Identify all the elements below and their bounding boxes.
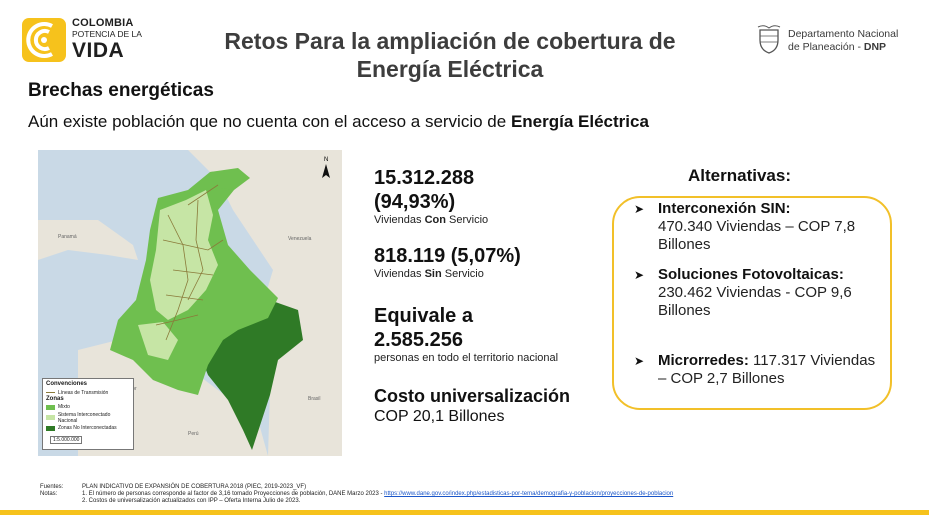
stat-with-service-value-1: 15.312.288: [374, 167, 475, 189]
transmission-lines: [155, 184, 224, 341]
lead-text-bold: Energía Eléctrica: [510, 112, 649, 131]
stat-people-line-2: 2.585.256: [374, 329, 463, 351]
stat-without-service-value: 818.119 (5,07%): [374, 245, 521, 267]
note-1: 1. El número de personas corresponde al …: [82, 491, 673, 499]
page-title-line-1: Retos Para la ampliación de cobertura de: [224, 28, 676, 54]
legend-line-label: Líneas de Transmisión: [58, 389, 109, 396]
arrow-bullet-icon: ➤: [634, 202, 645, 216]
legend-swatch-mixto: [46, 404, 55, 410]
note-2: 2. Costos de universalización actualizad…: [82, 498, 301, 504]
bottom-accent-bar: [0, 510, 929, 515]
logo-line-2: POTENCIA DE LA: [72, 29, 142, 39]
country-label-peru: Perú: [188, 431, 199, 437]
caption-bold: Sin: [424, 268, 442, 280]
dnp-text: Departamento Nacional de Planeación - DN…: [788, 28, 898, 53]
country-label-brasil: Brasil: [308, 396, 321, 402]
stat-cost-value: COP 20,1 Billones: [374, 407, 505, 425]
legend-swatch-zni: [46, 425, 55, 431]
stat-cost-label: Costo universalización: [374, 386, 571, 406]
alternative-item-bold: Interconexión SIN:: [658, 200, 791, 217]
alternative-item-microrredes: ➤ Microrredes: 117.317 Viviendas – COP 2…: [634, 352, 880, 388]
stat-without-service-caption: Viviendas Sin Servicio: [374, 268, 521, 280]
alternative-item-interconexion: ➤ Interconexión SIN: 470.340 Viviendas –…: [634, 200, 880, 254]
alternative-item-text: 230.462 Viviendas - COP 9,6 Billones: [658, 284, 852, 319]
alternative-item-bold: Soluciones Fotovoltaicas:: [658, 266, 844, 283]
dnp-logo: Departamento Nacional de Planeación - DN…: [756, 24, 916, 58]
arrow-bullet-icon: ➤: [634, 354, 645, 368]
caption-bold: Con: [424, 214, 446, 226]
north-label: N: [324, 157, 328, 163]
logo-line-3: VIDA: [72, 38, 125, 62]
caption-prefix: Viviendas: [374, 268, 425, 280]
dnp-line-1: Departamento Nacional: [788, 28, 899, 40]
country-label-venezuela: Venezuela: [288, 236, 312, 242]
legend-item: Zonas No Interconectadas: [46, 425, 130, 431]
dane-link[interactable]: https://www.dane.gov.co/index.php/estadi…: [384, 491, 674, 497]
dnp-line-2-prefix: de Planeación -: [788, 40, 864, 53]
notes-label: Notas:: [40, 491, 58, 497]
stat-with-service: 15.312.288 (94,93%) Viviendas Con Servic…: [374, 166, 488, 226]
legend-item: Mixto: [46, 404, 130, 410]
legend-label: Sistema Interconectado Nacional: [57, 411, 111, 424]
alternatives-title: Alternativas:: [688, 166, 791, 185]
map-scale: 1:5.000.000: [50, 436, 83, 444]
alternative-item-fotovoltaicas: ➤ Soluciones Fotovoltaicas: 230.462 Vivi…: [634, 266, 880, 320]
arrow-bullet-icon: ➤: [634, 268, 645, 282]
north-arrow-icon: [322, 164, 330, 178]
stat-with-service-value-2: (94,93%): [374, 191, 456, 213]
legend-swatch-sin: [46, 415, 55, 421]
stat-with-service-caption: Viviendas Con Servicio: [374, 214, 488, 226]
caption-suffix: Servicio: [445, 214, 489, 226]
country-label-panama: Panamá: [58, 234, 77, 240]
legend-label: Mixto: [58, 404, 70, 411]
logo-mark-icon: [22, 18, 66, 62]
logo-line-1: COLOMBIA: [72, 17, 134, 29]
legend-label: Zonas No Interconectadas: [58, 425, 117, 431]
legend-title: Convenciones: [46, 381, 88, 387]
lead-text-main: Aún existe población que no cuenta con e…: [28, 112, 511, 131]
stat-without-service: 818.119 (5,07%) Viviendas Sin Servicio: [374, 244, 521, 280]
note-1-text: 1. El número de personas corresponde al …: [82, 491, 385, 497]
sistema-interconectado-south: [138, 322, 178, 360]
colombia-potencia-de-la-vida-logo: COLOMBIA POTENCIA DE LA VIDA: [22, 14, 152, 64]
alternative-item-text: 117.317 Viviendas – COP 2,7 Billones: [658, 352, 876, 387]
dnp-line-2-bold: DNP: [863, 40, 887, 53]
caption-prefix: Viviendas: [374, 214, 425, 226]
alternative-item-text: 470.340 Viviendas – COP 7,8 Billones: [658, 218, 856, 253]
dnp-line-2: de Planeación - DNP: [788, 41, 898, 54]
sources-text: PLAN INDICATIVO DE EXPANSIÓN DE COBERTUR…: [82, 484, 307, 490]
page-title-line-2: Energía Eléctrica: [356, 55, 544, 82]
caption-suffix: Servicio: [441, 268, 484, 280]
stat-people-line-1: Equivale a: [374, 305, 473, 327]
legend-line-item: Líneas de Transmisión: [46, 390, 130, 396]
stat-cost: Costo universalización COP 20,1 Billones: [374, 386, 570, 426]
transmission-line-swatch: [46, 392, 55, 394]
alternative-item-bold: Microrredes:: [658, 352, 749, 369]
panama-land: [38, 220, 138, 260]
stat-people: Equivale a 2.585.256 personas en todo el…: [374, 304, 558, 364]
legend-item: Sistema Interconectado Nacional: [46, 412, 130, 425]
sources-label: Fuentes:: [40, 484, 64, 490]
stat-people-caption: personas en todo el territorio nacional: [374, 352, 559, 364]
sistema-interconectado-region: [150, 190, 218, 320]
section-subtitle: Brechas energéticas: [28, 80, 214, 101]
lead-text: Aún existe población que no cuenta con e…: [28, 112, 649, 132]
coat-of-arms-icon: [757, 25, 781, 54]
page-title: Retos Para la ampliación de cobertura de…: [160, 28, 740, 83]
guajira-region: [210, 168, 250, 190]
alternatives-box: ➤ Interconexión SIN: 470.340 Viviendas –…: [612, 196, 892, 410]
legend-zones-title: Zonas: [46, 395, 64, 402]
